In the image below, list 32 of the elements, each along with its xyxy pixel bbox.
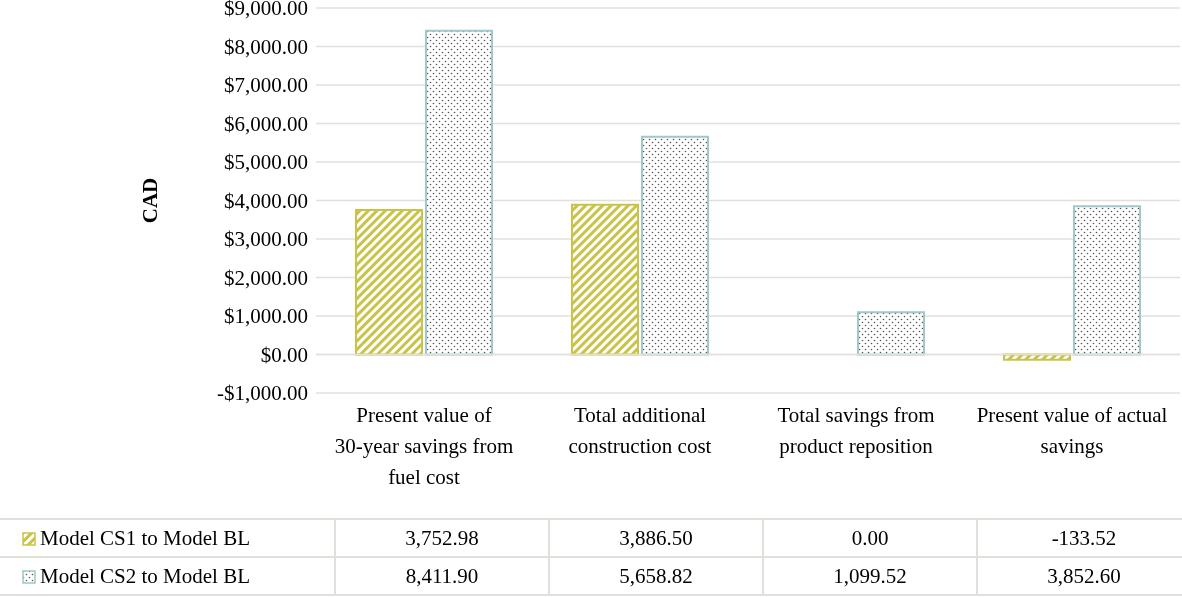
y-tick-label: $7,000.00 [224, 73, 308, 98]
x-tick-label: Total additional construction cost [568, 402, 712, 458]
y-tick-label: $3,000.00 [224, 227, 308, 252]
legend-label: Model CS1 to Model BL [40, 525, 251, 550]
y-tick-label: $1,000.00 [224, 304, 308, 329]
bar [425, 29, 493, 356]
data-label: 3,752.98 [335, 519, 549, 557]
data-label: 3,886.50 [549, 519, 763, 557]
y-axis-title: CAD [138, 177, 163, 224]
y-tick-label: -$1,000.00 [217, 381, 308, 406]
legend-label: Model CS2 to Model BL [40, 563, 251, 588]
y-tick-label: $8,000.00 [224, 34, 308, 59]
bar [571, 203, 639, 356]
data-label: 8,411.90 [335, 557, 549, 595]
y-tick-label: $2,000.00 [224, 265, 308, 290]
bar [1073, 205, 1141, 356]
data-label: 3,852.60 [977, 557, 1182, 595]
data-label: 1,099.52 [763, 557, 977, 595]
data-label: 5,658.82 [549, 557, 763, 595]
x-tick-label: Present value of 30-year savings from fuel cost [334, 402, 514, 489]
bar [857, 311, 925, 356]
y-tick-label: $4,000.00 [224, 188, 308, 213]
y-tick-label: $6,000.00 [224, 111, 308, 136]
data-label: -133.52 [977, 519, 1182, 557]
data-label: 0.00 [763, 519, 977, 557]
x-tick-label: Present value of actual savings [976, 402, 1168, 458]
bar [641, 135, 709, 356]
x-tick-label: Total savings from product reposition [777, 402, 935, 458]
y-tick-label: $5,000.00 [224, 150, 308, 175]
bar [355, 209, 423, 356]
y-tick-label: $0.00 [260, 342, 308, 367]
y-tick-label: $9,000.00 [224, 0, 308, 21]
